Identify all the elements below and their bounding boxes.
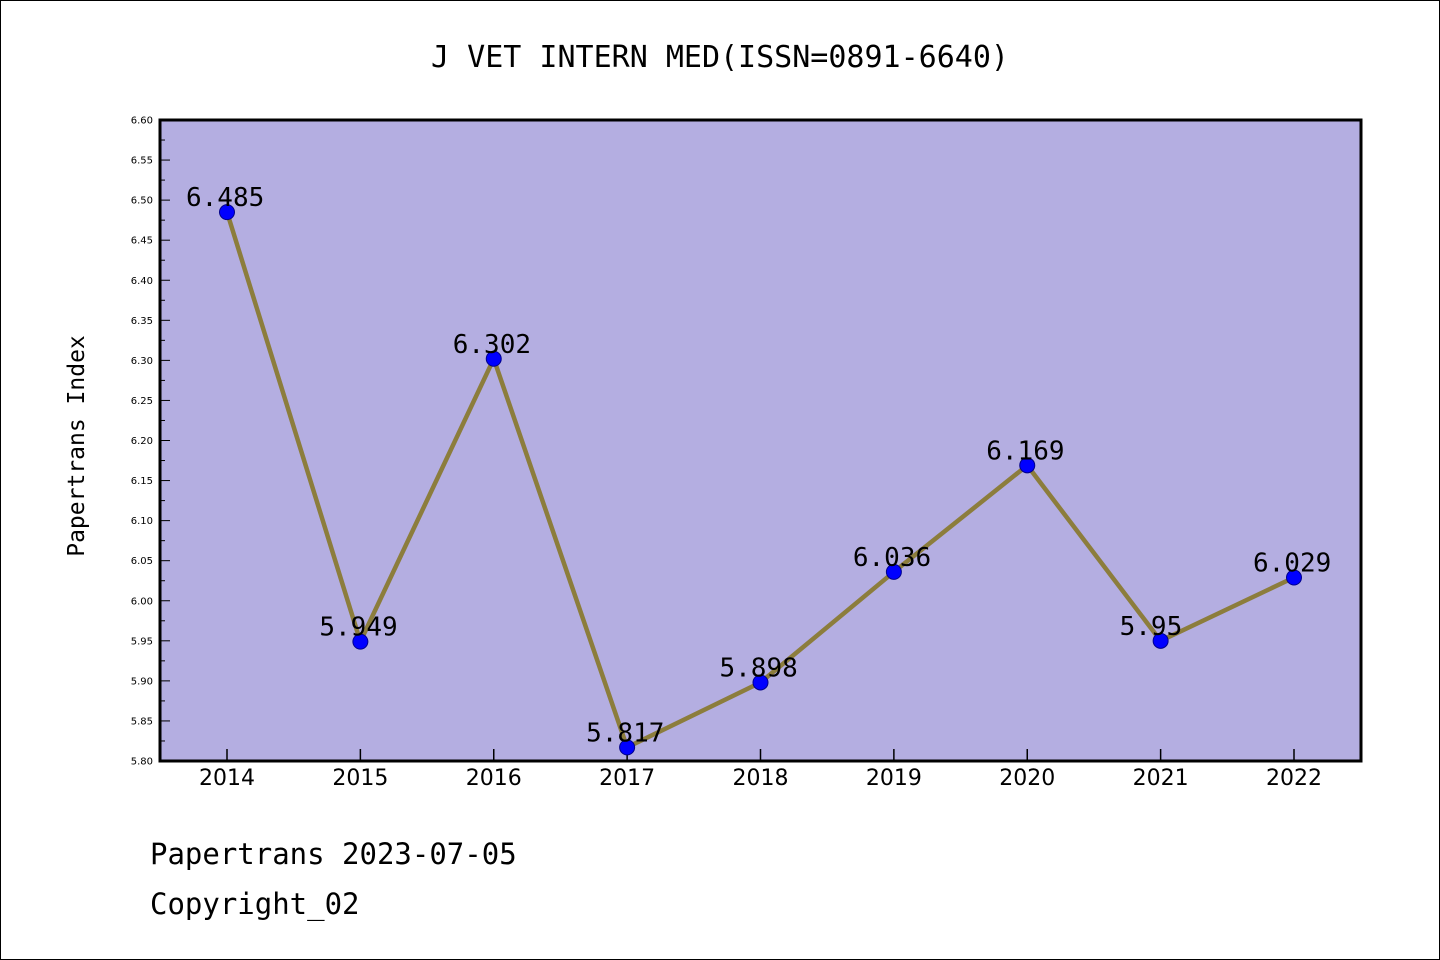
- plot-border: [158, 118, 1363, 763]
- y-tick-label: 6.60: [131, 116, 153, 127]
- y-tick-label: 5.80: [131, 757, 153, 768]
- x-axis: 2014 2015 2016 2017 2018 2019 2020 2021 2022: [199, 749, 1322, 791]
- y-tick-label: 6.30: [131, 356, 153, 367]
- x-tick-label: 2019: [866, 766, 922, 791]
- data-label: 6.485: [186, 183, 264, 213]
- x-tick-label: 2016: [466, 766, 522, 791]
- data-point: [219, 204, 235, 221]
- data-label: 5.817: [586, 718, 664, 748]
- data-point: [885, 563, 902, 580]
- data-label: 6.029: [1253, 549, 1331, 579]
- data-point: [1286, 569, 1302, 586]
- y-tick-label: 6.15: [131, 476, 153, 487]
- y-tick-label: 5.90: [131, 676, 153, 687]
- data-point: [485, 350, 502, 367]
- chart-title: J VET INTERN MED(ISSN=0891-6640): [431, 40, 1009, 75]
- data-point: [1152, 632, 1169, 649]
- y-tick-label: 6.05: [131, 556, 153, 567]
- data-label: 5.949: [319, 613, 397, 643]
- data-labels: 6.485 5.949 6.302 5.817 5.898 6.036 6.169 5.95 6…: [186, 183, 1331, 748]
- data-point: [1019, 457, 1036, 474]
- data-point: [352, 633, 369, 650]
- y-tick-label: 6.55: [131, 156, 153, 167]
- y-tick-label: 6.50: [131, 196, 153, 207]
- data-label: 5.898: [720, 653, 798, 683]
- x-tick-label: 2021: [1133, 766, 1189, 791]
- y-tick-label: 5.95: [131, 636, 153, 647]
- data-point: [619, 739, 636, 756]
- y-tick-label: 6.35: [131, 316, 153, 327]
- data-point: [752, 674, 769, 691]
- data-label: 6.302: [453, 330, 531, 360]
- series-markers: [219, 204, 1302, 756]
- y-tick-label: 6.45: [131, 236, 153, 247]
- data-label: 6.169: [986, 436, 1064, 466]
- y-tick-label: 6.25: [131, 396, 153, 407]
- footer-date: Papertrans 2023-07-05: [150, 837, 517, 871]
- plot-area: [160, 120, 1361, 761]
- y-tick-label: 6.00: [131, 596, 153, 607]
- y-tick-label: 5.85: [131, 716, 153, 727]
- data-label: 5.95: [1120, 612, 1183, 642]
- x-tick-label: 2022: [1266, 766, 1322, 791]
- x-tick-label: 2018: [733, 766, 789, 791]
- y-tick-label: 6.20: [131, 436, 153, 447]
- x-tick-label: 2014: [199, 766, 255, 791]
- x-tick-label: 2015: [332, 766, 388, 791]
- y-axis-title: Papertrans Index: [64, 335, 90, 557]
- x-tick-label: 2020: [999, 766, 1055, 791]
- y-tick-label: 6.40: [131, 276, 153, 287]
- data-label: 6.036: [853, 543, 931, 573]
- x-tick-label: 2017: [599, 766, 655, 791]
- y-tick-label: 6.10: [131, 516, 153, 527]
- footer-copyright: Copyright_02: [150, 887, 360, 922]
